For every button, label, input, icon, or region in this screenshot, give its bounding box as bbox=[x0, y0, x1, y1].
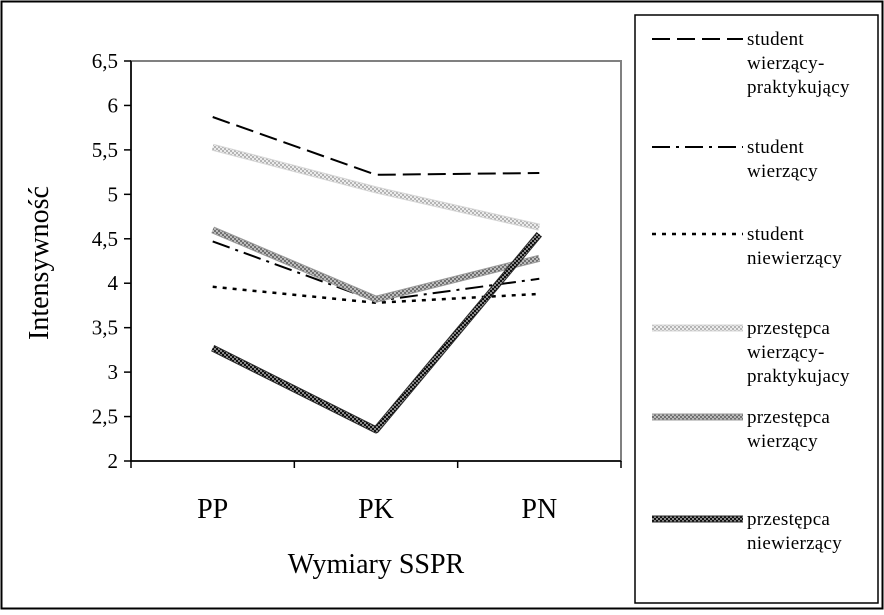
series-line-path bbox=[212, 116, 540, 176]
series-line-path bbox=[211, 232, 542, 433]
y-tick-label: 2 bbox=[108, 449, 119, 473]
legend-label: niewierzący bbox=[747, 248, 842, 269]
series-line-path bbox=[212, 144, 540, 230]
y-tick-label: 6,5 bbox=[92, 49, 118, 73]
plot-area bbox=[130, 60, 622, 462]
legend-label: niewierzący bbox=[747, 533, 842, 554]
legend-label: praktykujący bbox=[747, 77, 850, 98]
x-axis-ticks: PP PK PN bbox=[130, 461, 622, 525]
legend-label: student bbox=[747, 224, 804, 245]
y-tick-label: 3 bbox=[108, 360, 119, 384]
legend-box bbox=[634, 14, 879, 604]
y-axis-ticks: 2 2,5 3 3,5 4 4,5 5 5,5 6 6,5 bbox=[92, 49, 131, 473]
legend-label: przestępca bbox=[747, 407, 830, 428]
y-tick-label: 4,5 bbox=[92, 227, 118, 251]
y-tick-label: 3,5 bbox=[92, 316, 118, 340]
y-tick-label: 5,5 bbox=[92, 138, 118, 162]
series-line bbox=[212, 116, 540, 176]
legend-item: student wierzący bbox=[652, 137, 818, 182]
legend-label: wierzący- bbox=[747, 342, 825, 363]
series-line bbox=[211, 226, 541, 303]
x-category-label: PN bbox=[521, 494, 557, 525]
legend-label: przestępca bbox=[747, 318, 830, 339]
y-tick-label: 5 bbox=[108, 182, 119, 206]
legend-label: student bbox=[747, 137, 804, 158]
series-line bbox=[211, 143, 541, 231]
legend-item: przestępca wierzący bbox=[652, 407, 830, 452]
y-tick-label: 2,5 bbox=[92, 405, 118, 429]
series-line-path bbox=[211, 227, 540, 302]
legend-label: wierzący bbox=[747, 431, 818, 452]
legend-item: przestępca niewierzący bbox=[652, 509, 842, 554]
legend-label: wierzący bbox=[747, 161, 818, 182]
legend-label: student bbox=[747, 29, 804, 50]
legend-item: student niewierzący bbox=[652, 224, 842, 269]
legend-item: student wierzący-praktykujący bbox=[652, 29, 850, 98]
legend-label: wierzący- bbox=[747, 53, 825, 74]
y-tick-label: 4 bbox=[108, 271, 119, 295]
x-category-label: PK bbox=[358, 494, 394, 525]
y-tick-label: 6 bbox=[108, 93, 119, 117]
x-category-label: PP bbox=[197, 494, 228, 525]
legend-label: przestępca bbox=[747, 509, 830, 530]
x-axis-title: Wymiary SSPR bbox=[288, 549, 465, 580]
legend-label: praktykujacy bbox=[747, 366, 850, 387]
series-lines bbox=[211, 116, 542, 434]
legend-item: przestępca wierzący-praktykujacy bbox=[652, 318, 850, 387]
legend: student wierzący-praktykujący student wierz… bbox=[652, 29, 850, 554]
y-axis-title: Intensywność bbox=[24, 186, 55, 340]
series-line bbox=[211, 232, 542, 434]
